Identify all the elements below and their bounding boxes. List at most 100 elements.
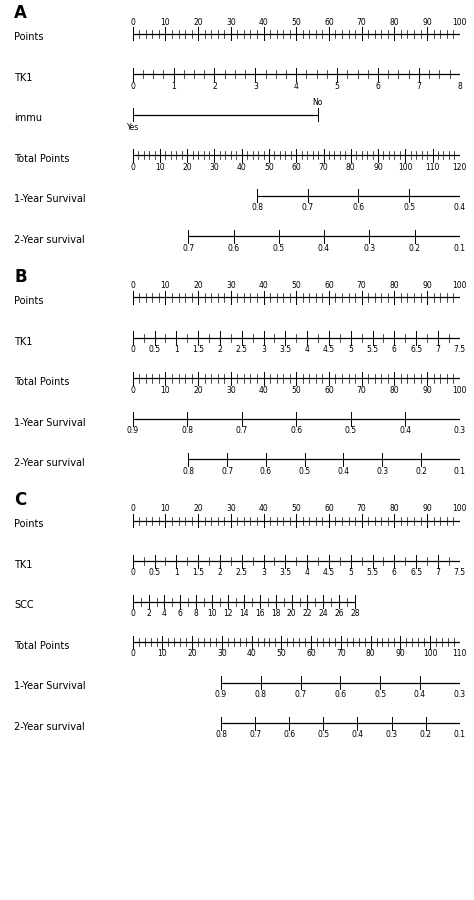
Text: 30: 30: [226, 17, 236, 26]
Text: 0.8: 0.8: [251, 203, 263, 212]
Text: 100: 100: [453, 17, 467, 26]
Text: 10: 10: [161, 17, 170, 26]
Text: 60: 60: [324, 281, 334, 290]
Text: 0.1: 0.1: [454, 467, 466, 476]
Text: 30: 30: [226, 281, 236, 290]
Text: 1: 1: [171, 82, 176, 91]
Text: 1.5: 1.5: [192, 569, 204, 578]
Text: 6: 6: [178, 609, 183, 618]
Text: 4.5: 4.5: [323, 346, 335, 355]
Text: 4: 4: [294, 82, 299, 91]
Text: 0: 0: [130, 17, 135, 26]
Text: 7.5: 7.5: [454, 346, 466, 355]
Text: 0.2: 0.2: [415, 467, 427, 476]
Text: 0: 0: [130, 650, 135, 659]
Text: 40: 40: [259, 17, 268, 26]
Text: 14: 14: [239, 609, 249, 618]
Text: 5: 5: [348, 346, 353, 355]
Text: B: B: [14, 268, 27, 286]
Text: 7.5: 7.5: [454, 569, 466, 578]
Text: 0.3: 0.3: [385, 731, 398, 740]
Text: 2: 2: [218, 569, 222, 578]
Text: 0.6: 0.6: [334, 690, 346, 699]
Text: 40: 40: [259, 386, 268, 395]
Text: 6: 6: [392, 346, 397, 355]
Text: 0.4: 0.4: [318, 244, 330, 253]
Text: 7: 7: [436, 569, 440, 578]
Text: 0: 0: [130, 386, 135, 395]
Text: Points: Points: [14, 296, 44, 306]
Text: 90: 90: [373, 163, 383, 172]
Text: 100: 100: [453, 281, 467, 290]
Text: 5: 5: [335, 82, 339, 91]
Text: 0.3: 0.3: [376, 467, 388, 476]
Text: 5.5: 5.5: [366, 569, 379, 578]
Text: 4: 4: [305, 569, 310, 578]
Text: 1-Year Survival: 1-Year Survival: [14, 681, 86, 691]
Text: 0.5: 0.5: [374, 690, 386, 699]
Text: 6.5: 6.5: [410, 346, 422, 355]
Text: 0: 0: [130, 163, 135, 172]
Text: 0: 0: [130, 82, 135, 91]
Text: Total Points: Total Points: [14, 641, 70, 651]
Text: Points: Points: [14, 519, 44, 529]
Text: 0.8: 0.8: [215, 731, 227, 740]
Text: 0.5: 0.5: [148, 346, 161, 355]
Text: 0.5: 0.5: [345, 427, 357, 436]
Text: TK1: TK1: [14, 337, 33, 347]
Text: 90: 90: [422, 386, 432, 395]
Text: 28: 28: [350, 609, 360, 618]
Text: 10: 10: [155, 163, 165, 172]
Text: 40: 40: [247, 650, 256, 659]
Text: 18: 18: [271, 609, 281, 618]
Text: 0.6: 0.6: [260, 467, 272, 476]
Text: 80: 80: [390, 17, 399, 26]
Text: 60: 60: [292, 163, 301, 172]
Text: 8: 8: [194, 609, 199, 618]
Text: 30: 30: [210, 163, 219, 172]
Text: 0.3: 0.3: [454, 427, 466, 436]
Text: 0.9: 0.9: [215, 690, 227, 699]
Text: 110: 110: [425, 163, 440, 172]
Text: 2: 2: [146, 609, 151, 618]
Text: 10: 10: [158, 650, 167, 659]
Text: 90: 90: [422, 17, 432, 26]
Text: 2.5: 2.5: [236, 569, 248, 578]
Text: 110: 110: [453, 650, 467, 659]
Text: 50: 50: [264, 163, 274, 172]
Text: 4: 4: [305, 346, 310, 355]
Text: 0.5: 0.5: [299, 467, 311, 476]
Text: 0.2: 0.2: [409, 244, 420, 253]
Text: 60: 60: [306, 650, 316, 659]
Text: 1-Year Survival: 1-Year Survival: [14, 418, 86, 428]
Text: 70: 70: [357, 281, 366, 290]
Text: 70: 70: [319, 163, 328, 172]
Text: 26: 26: [335, 609, 344, 618]
Text: 100: 100: [453, 386, 467, 395]
Text: 0: 0: [130, 609, 135, 618]
Text: 70: 70: [357, 17, 366, 26]
Text: immu: immu: [14, 113, 42, 123]
Text: 10: 10: [161, 281, 170, 290]
Text: 60: 60: [324, 17, 334, 26]
Text: 0.4: 0.4: [454, 203, 466, 212]
Text: 16: 16: [255, 609, 264, 618]
Text: 70: 70: [357, 504, 366, 513]
Text: 100: 100: [453, 504, 467, 513]
Text: 2-Year survival: 2-Year survival: [14, 722, 85, 732]
Text: 3: 3: [261, 569, 266, 578]
Text: 50: 50: [292, 504, 301, 513]
Text: 20: 20: [287, 609, 296, 618]
Text: 1.5: 1.5: [192, 346, 204, 355]
Text: Total Points: Total Points: [14, 154, 70, 164]
Text: 0.4: 0.4: [399, 427, 411, 436]
Text: 6: 6: [375, 82, 381, 91]
Text: 0.7: 0.7: [294, 690, 307, 699]
Text: 80: 80: [390, 386, 399, 395]
Text: 1: 1: [174, 569, 179, 578]
Text: 0: 0: [130, 569, 135, 578]
Text: 20: 20: [193, 504, 203, 513]
Text: 60: 60: [324, 386, 334, 395]
Text: 40: 40: [237, 163, 246, 172]
Text: 3: 3: [261, 346, 266, 355]
